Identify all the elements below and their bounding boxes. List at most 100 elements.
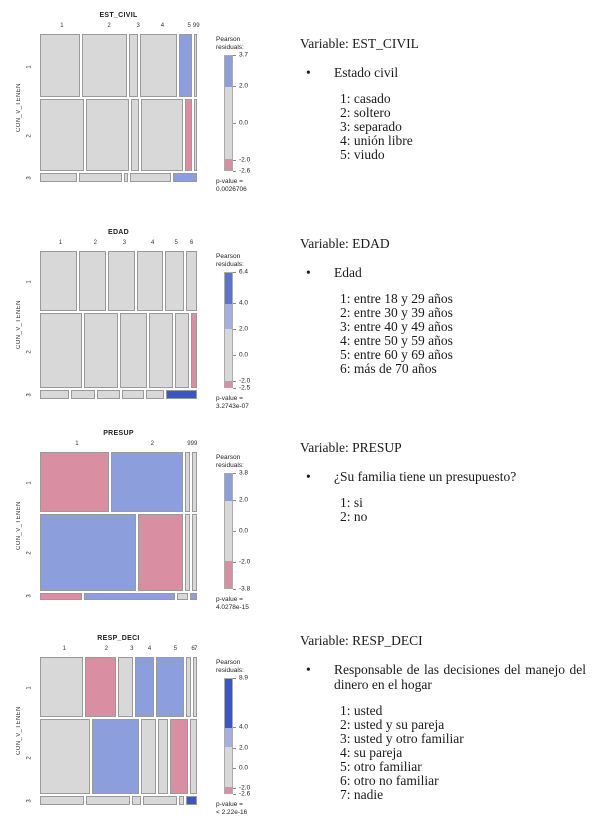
mosaic-cell [40,719,91,795]
legend-title: Pearson residuals: [216,36,244,52]
chart-title: PRESUP [103,430,134,437]
p-value-line: < 2.22e-16 [216,809,248,816]
mosaic-cell [192,452,197,513]
bullet-row: • ¿Su familia tiene un presupuesto? [300,469,592,484]
legend-tick-mark [233,589,236,590]
legend-title: Pearson residuals: [216,253,244,269]
mosaic-cell [193,99,197,172]
x-tick-label: 3 [122,240,127,246]
mosaic-cell [190,592,197,600]
variable-heading: Variable: EST_CIVIL [300,36,419,51]
y-tick-label: 1 [26,686,33,690]
mosaic-row [40,173,197,182]
mosaic-cell [118,657,134,718]
legend-colorbar [224,55,233,171]
variable-heading: Variable: EDAD [300,236,390,251]
mosaic-plot [40,251,198,399]
legend: Pearson residuals: 8.9 4.0 2.0 0.0 -2.0 -2.6 … [210,659,290,835]
legend-segment [225,727,232,748]
legend-title-line: residuals: [216,462,244,469]
level-item: 1: si [340,495,363,510]
mosaic-cell [92,719,140,795]
mosaic-cell [193,34,197,98]
mosaic-cell [185,514,191,591]
x-tick-label: 1 [75,441,79,447]
mosaic-cell [83,313,118,389]
x-axis-labels: 1 2 3 4 5 99 [40,23,200,31]
legend-title-line: Pearson [216,253,241,260]
x-tick-label: 99 [192,23,200,29]
variable-heading: Variable: PRESUP [300,440,402,455]
mosaic-plot [40,34,197,182]
legend-tick-label: 3.7 [239,51,249,59]
mosaic-cell [40,796,84,805]
legend-tick-mark [233,388,236,389]
y-tick-label: 2 [26,551,33,556]
x-tick-label: 5 [173,646,178,652]
x-tick-label: 2 [104,646,108,652]
legend-tick-mark [233,794,236,795]
legend-colorbar [224,473,233,589]
mosaic-cell [139,34,177,98]
y-axis-labels: 1 2 3 [26,657,37,805]
y-axis-labels: 1 2 3 [26,452,37,600]
legend-tick-label: 0.0 [239,764,249,772]
level-item: 5: entre 60 y 69 años [340,347,453,362]
mosaic-cell [170,719,189,795]
x-tick-label: 1 [58,240,63,246]
mosaic-cell [146,390,164,399]
mosaic-cell [124,173,128,182]
level-item: 4: entre 50 y 59 años [340,333,453,348]
mosaic-cell [164,251,184,312]
variable-description-resp-deci: Variable: RESP_DECI • Responsable de las… [300,633,592,802]
mosaic-cell [122,390,145,399]
legend-tick-label: -2.0 [239,156,251,164]
mosaic-cell [141,99,183,172]
level-list: 1: entre 18 y 29 años 2: entre 30 y 39 añ… [300,292,592,376]
level-item: 1: entre 18 y 29 años [340,291,453,306]
legend-tick-mark [233,171,236,172]
mosaic-cell [129,173,172,182]
mosaic-cell [84,657,117,718]
y-tick-label: 2 [26,349,33,354]
level-item: 6: otro no familiar [340,773,439,788]
x-tick-label: 3 [136,23,140,29]
level-item: 4: unión libre [340,133,413,148]
legend-segment [225,747,232,788]
x-tick-label: 1 [62,646,66,652]
x-axis-labels: 1 2 3 4 5 6 [40,240,197,248]
bullet-marker: • [306,65,311,80]
mosaic-cell [71,390,96,399]
level-item: 2: no [340,509,368,524]
p-value-line: p-value = [216,395,243,402]
legend-title-line: Pearson [216,36,241,43]
legend-tick-label: -3.8 [239,585,251,593]
legend-tick-mark [233,531,236,532]
legend-tick-mark [233,55,236,56]
mosaic-cell [192,514,197,591]
legend: Pearson residuals: 3.7 2.0 0.0 -2.0 -2.6 p-v… [210,36,290,212]
variable-heading: Variable: RESP_DECI [300,633,423,648]
p-value-line: p-value = [216,801,243,808]
mosaic-figure-edad: EDAD CON_V_TENEN 1 2 3 4 5 6 1 2 3 Pearson resi… [15,229,300,434]
mosaic-cell [40,251,78,312]
legend-tick-label: -2.6 [239,167,251,175]
mosaic-cell [84,592,176,600]
legend-tick-label: -2.0 [239,558,251,566]
legend-title-line: residuals: [216,261,244,268]
mosaic-cell [173,173,197,182]
legend: Pearson residuals: 6.4 4.0 2.0 0.0 -2.0 -2.5 … [210,253,290,429]
x-tick-label: 5 [174,240,178,246]
legend-tick-label: 4.0 [239,299,249,307]
y-axis-title: CON_V_TENEN [16,501,22,551]
legend-tick-mark [233,500,236,502]
legend-tick-label: -2.0 [239,377,251,385]
document-page: { "bullet_char": "•", "colors": { "cell_… [15,12,592,816]
legend-segment [225,86,232,160]
x-tick-label: 4 [150,240,155,246]
mosaic-cell [131,99,140,172]
mosaic-cell [184,99,192,172]
mosaic-cell [111,452,184,513]
level-item: 3: usted y otro familiar [340,731,464,746]
mosaic-cell [178,34,192,98]
